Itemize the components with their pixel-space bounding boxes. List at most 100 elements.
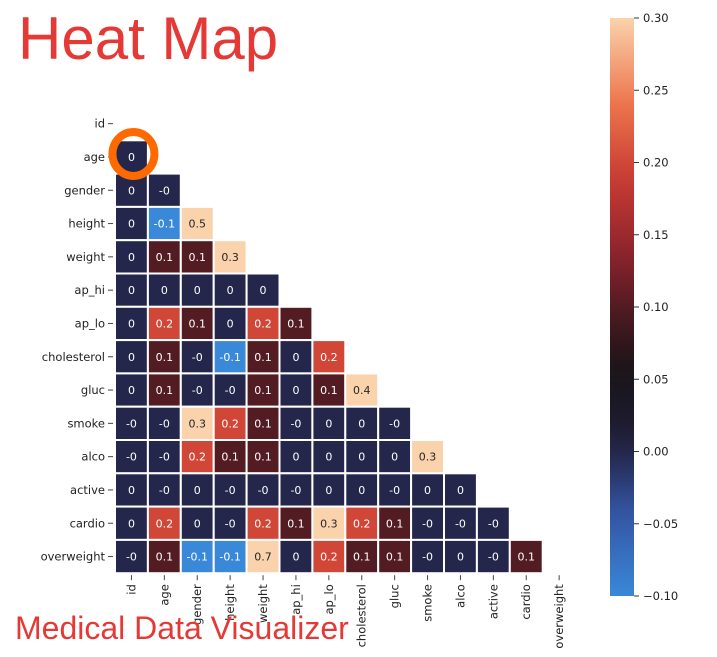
heatmap-cell-label: 0.7 [254, 551, 272, 564]
heatmap-cell [278, 505, 314, 541]
heatmap-cell-label: 0.1 [287, 317, 305, 330]
heatmap-cell-label: 0.3 [419, 451, 437, 464]
heatmap-cell [377, 439, 413, 475]
heatmap-cell-label: -0 [159, 184, 170, 197]
heatmap-cell-label: 0.5 [189, 218, 207, 231]
heatmap-cell [146, 239, 182, 275]
heatmap-cell-label: -0 [455, 517, 466, 530]
heatmap-cell [377, 405, 413, 442]
heatmap-cell-label: 0.4 [353, 384, 371, 397]
heatmap-cell [212, 272, 248, 308]
y-tick-label: weight [66, 250, 105, 264]
heatmap-cell-label: -0 [488, 517, 499, 530]
heatmap-cell [311, 538, 347, 575]
heatmap-cell-label: 0 [325, 417, 332, 430]
heatmap-cell-label: -0 [258, 484, 269, 497]
colorbar-tick-label: 0.30 [643, 11, 669, 25]
heatmap-cell-label: -0 [422, 551, 433, 564]
heatmap-cell [508, 538, 544, 575]
heatmap-cell-label: -0 [225, 517, 236, 530]
heatmap-cell-label: 0 [424, 484, 431, 497]
heatmap-cell-label: 0 [391, 451, 398, 464]
heatmap-cell-label: 0 [457, 484, 464, 497]
y-tick-label: age [84, 150, 105, 164]
heatmap-cell-label: 0.1 [189, 251, 207, 264]
heatmap-cell-label: 0.1 [518, 551, 536, 564]
y-tick-label: overweight [41, 550, 106, 564]
heatmap-cell-label: 0 [358, 417, 365, 430]
heatmap-cell-label: 0 [194, 284, 201, 297]
heatmap-cell-label: -0 [488, 551, 499, 564]
heatmap-cell-label: 0 [358, 484, 365, 497]
heatmap-cell-label: 0 [457, 551, 464, 564]
heatmap-cell-label: 0 [128, 151, 135, 164]
heatmap-cell-label: 0 [292, 551, 299, 564]
heatmap-cell-label: 0.1 [386, 517, 404, 530]
heatmap-cell [146, 339, 182, 375]
y-tick-label: active [70, 483, 105, 497]
y-tick-label: id [95, 117, 106, 131]
heatmap-cell-label: 0.1 [221, 451, 239, 464]
heatmap-cell-label: 0.2 [156, 317, 174, 330]
heatmap-cell-label: -0 [389, 484, 400, 497]
heatmap-cell [179, 472, 215, 508]
heatmap-cell [475, 538, 511, 575]
heatmap-cell-label: -0 [192, 351, 203, 364]
heatmap-cell-label: 0.1 [386, 551, 404, 564]
heatmap-cell [245, 272, 281, 308]
heatmap-cell-label: 0.1 [320, 384, 338, 397]
y-tick-label: cardio [70, 516, 105, 530]
heatmap-cell [377, 472, 413, 508]
x-tick-label: age [157, 584, 171, 605]
x-tick-label: weight [256, 584, 270, 623]
heatmap-cell-label: 0.1 [189, 317, 207, 330]
heatmap-cell-label: 0.2 [189, 451, 207, 464]
heatmap-cell-label: 0 [292, 384, 299, 397]
heatmap-cell-label: 0 [128, 218, 135, 231]
heatmap-cell-label: -0 [159, 451, 170, 464]
x-tick-label: ap_lo [322, 584, 336, 614]
heatmap-cell [114, 538, 149, 575]
heatmap-cell [146, 305, 182, 342]
heatmap-cell-label: 0 [194, 517, 201, 530]
heatmap-cell-label: 0 [292, 351, 299, 364]
colorbar-tick-label: 0.25 [643, 83, 669, 97]
y-tick-label: alco [81, 450, 105, 464]
heatmap-cell [278, 305, 314, 342]
heatmap-cell [179, 405, 215, 442]
heatmap-cell-label: 0 [161, 284, 168, 297]
heatmap-cell-label: 0.2 [254, 517, 272, 530]
x-tick-label: gluc [388, 584, 402, 608]
heat-map-title: Heat Map [18, 5, 279, 72]
heatmap-cell [245, 439, 281, 475]
heatmap-cell-label: -0 [192, 384, 203, 397]
heatmap-cell [344, 372, 380, 408]
heatmap-cell-label: 0.1 [254, 417, 272, 430]
heatmap-cell-label: -0 [225, 484, 236, 497]
heatmap-cell [410, 472, 446, 508]
heatmap-cell-label: 0 [128, 251, 135, 264]
colorbar-tick-label: 0.15 [643, 228, 669, 242]
heatmap-cell-label: 0 [227, 284, 234, 297]
heatmap-cell-label: -0 [159, 417, 170, 430]
y-tick-label: gender [64, 183, 105, 197]
heatmap-cell [311, 505, 347, 541]
x-tick-label: id [124, 584, 138, 595]
y-tick-label: gluc [81, 383, 105, 397]
heatmap-cell [212, 239, 248, 275]
heatmap-cell [146, 172, 182, 208]
heatmap-cell-label: -0.1 [154, 218, 175, 231]
heatmap-cell-label: 0 [128, 351, 135, 364]
heatmap-cell-label: 0.2 [320, 351, 338, 364]
heatmap-cell-label: 0 [128, 517, 135, 530]
heatmap-cell-label: 0 [325, 451, 332, 464]
heatmap-cell-label: 0.1 [353, 551, 371, 564]
heatmap-cell [311, 339, 347, 375]
y-tick-label: ap_hi [74, 283, 105, 297]
colorbar-tick-label: 0.10 [643, 300, 669, 314]
y-tick-label: ap_lo [75, 316, 105, 330]
heatmap-cell-label: -0 [225, 384, 236, 397]
x-tick-label: active [486, 584, 500, 619]
heatmap-cell-label: -0 [126, 551, 137, 564]
